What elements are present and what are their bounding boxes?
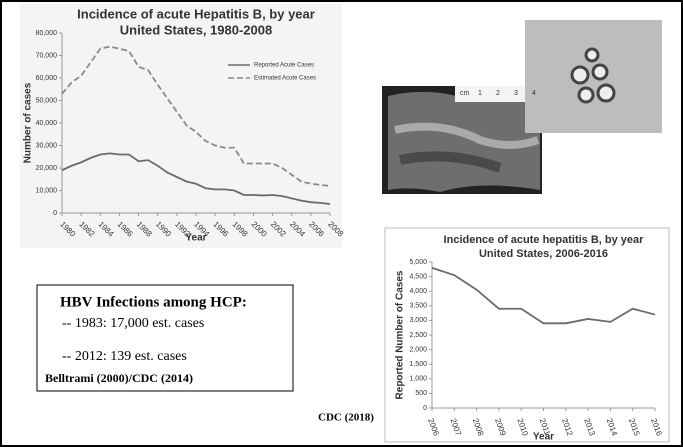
y-tick-label: 4,000: [409, 288, 427, 295]
y-tick-label: 10,000: [36, 187, 58, 194]
y-tick-label: 2,000: [409, 346, 427, 353]
legend-label: Reported Acute Cases: [254, 63, 314, 69]
scale-label: 1: [478, 90, 482, 97]
virus-photo: [525, 20, 662, 133]
text-line: -- 1983: 17,000 est. cases: [62, 316, 204, 331]
y-tick-label: 2,500: [409, 332, 427, 339]
chart-title: Incidence of acute Hepatitis B, by year: [77, 6, 315, 21]
y-tick-label: 500: [415, 390, 427, 397]
y-axis-label: Number of cases: [23, 82, 34, 163]
scale-label: cm: [460, 90, 470, 97]
scale-label: 3: [514, 90, 518, 97]
y-tick-label: 0: [53, 210, 57, 217]
chart2-panel: [385, 228, 669, 442]
y-tick-label: 3,500: [409, 303, 427, 310]
y-tick-label: 1,000: [409, 376, 427, 383]
y-tick-label: 1,500: [409, 361, 427, 368]
y-tick-label: 30,000: [36, 142, 58, 149]
y-tick-label: 4,500: [409, 273, 427, 280]
chart-subtitle: United States, 2006-2016: [479, 248, 608, 260]
y-tick-label: 3,000: [409, 317, 427, 324]
text-heading: HBV Infections among HCP:: [60, 294, 247, 310]
chart1-panel: [20, 4, 342, 248]
y-tick-label: 70,000: [36, 52, 58, 59]
y-tick-label: 5,000: [409, 259, 427, 266]
y-tick-label: 0: [423, 405, 427, 412]
text-line: -- 2012: 139 est. cases: [62, 349, 187, 364]
y-tick-label: 20,000: [36, 165, 58, 172]
y-tick-label: 50,000: [36, 97, 58, 104]
chart-subtitle: United States, 1980-2008: [120, 22, 272, 37]
y-tick-label: 40,000: [36, 120, 58, 127]
y-tick-label: 80,000: [36, 30, 58, 37]
credit: CDC (2018): [318, 412, 374, 424]
chart-title: Incidence of acute hepatitis B, by year: [444, 234, 645, 246]
legend-label: Estimated Acute Cases: [254, 76, 316, 82]
slide: cm 1 2 3 4 HBV Infections among HCP: -- 1983…: [0, 0, 683, 447]
y-tick-label: 60,000: [36, 75, 58, 82]
liver-photo: [382, 86, 542, 194]
citation: Belltrami (2000)/CDC (2014): [45, 371, 193, 385]
scale-label: 4: [532, 90, 536, 97]
scale-label: 2: [496, 90, 500, 97]
y-axis-label: Reported Number of Cases: [395, 270, 406, 399]
